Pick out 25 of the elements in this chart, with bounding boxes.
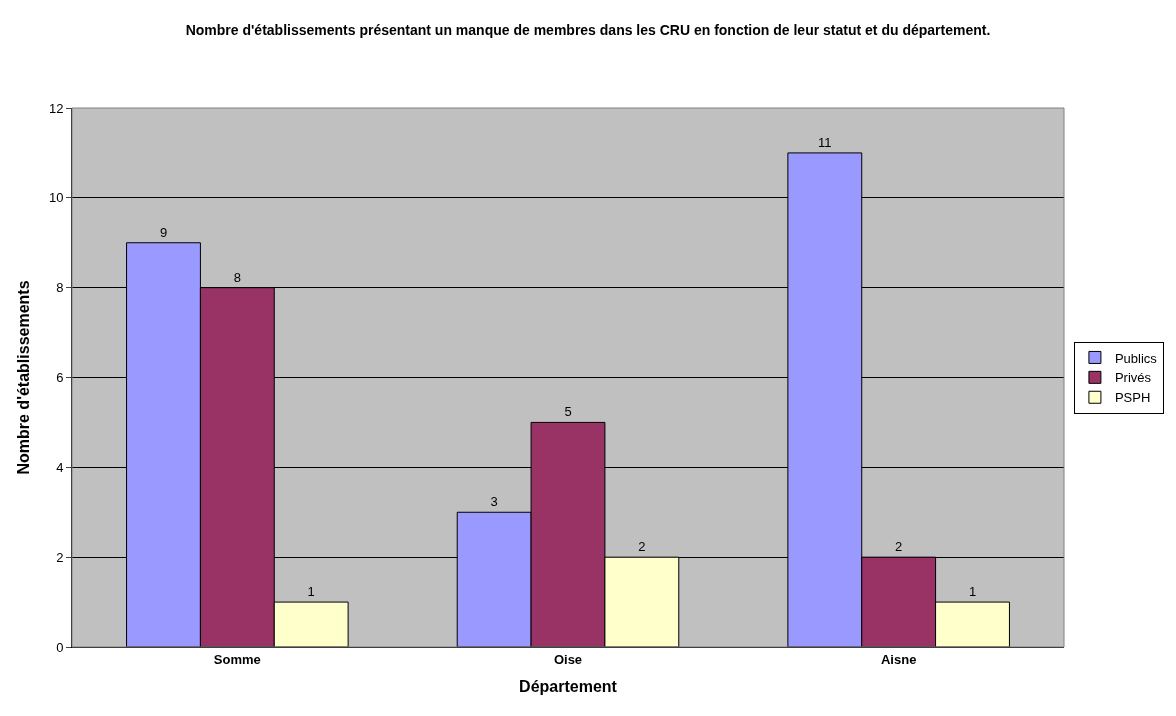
data-label: 2 [895, 539, 903, 555]
y-tick-label: 12 [48, 100, 64, 116]
legend-label: Publics [1114, 350, 1158, 366]
data-label: 1 [968, 584, 977, 600]
y-tick-label: 6 [56, 370, 64, 386]
y-tick-label: 2 [56, 549, 64, 565]
x-tick-label: Aisne [880, 651, 917, 667]
data-label: 1 [307, 584, 315, 600]
data-label: 8 [233, 269, 241, 285]
x-tick-label: Oise [553, 651, 583, 667]
legend-label: PSPH [1114, 390, 1151, 406]
data-label: 11 [818, 134, 832, 150]
y-tick-label: 4 [56, 459, 64, 475]
y-axis-title: Nombre d'établissements [14, 280, 32, 475]
data-label: 5 [564, 404, 572, 420]
data-label: 2 [638, 539, 646, 555]
x-tick-label: Somme [213, 651, 261, 667]
chart-title: Nombre d'établissements présentant un manque de membres dans les CRU en fonction de leur statut et du département. [185, 21, 991, 38]
data-label: 9 [159, 224, 168, 240]
x-axis-title: Département [519, 678, 618, 696]
y-tick-label: 0 [56, 639, 64, 655]
data-label: 3 [490, 494, 498, 510]
legend-label: Privés [1114, 370, 1152, 386]
y-tick-label: 8 [56, 280, 64, 296]
y-tick-label: 10 [48, 190, 64, 206]
